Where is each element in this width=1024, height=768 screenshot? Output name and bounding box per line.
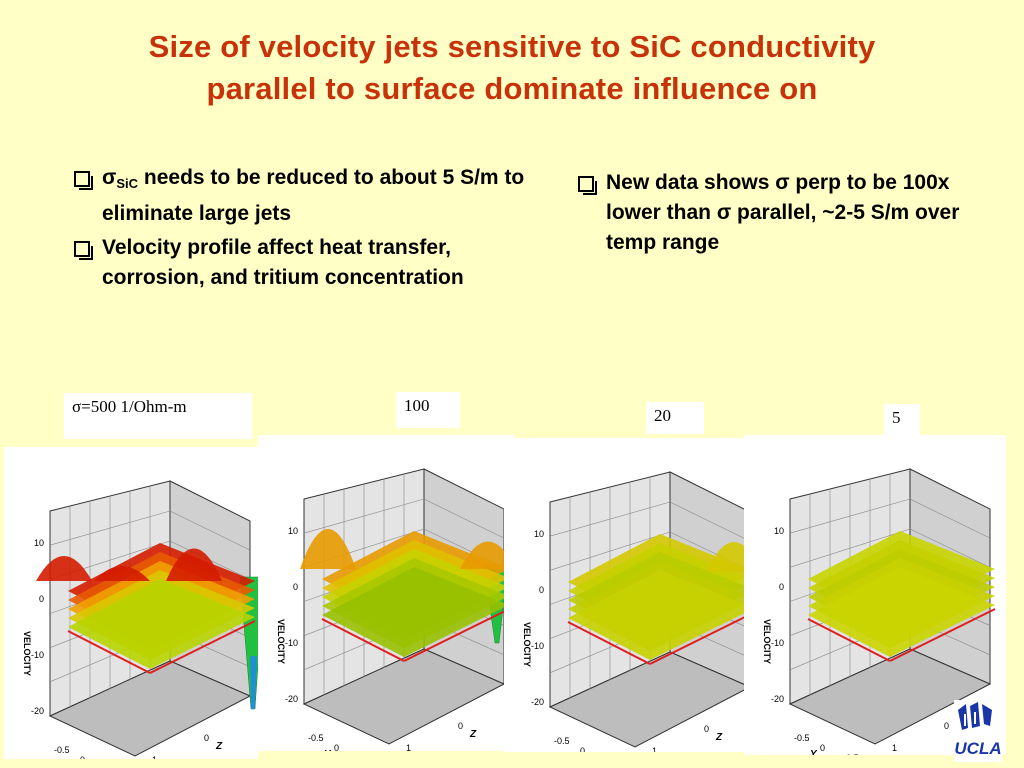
title-line-2: parallel to surface dominate influence o… bbox=[206, 71, 818, 106]
surface-peak bbox=[94, 566, 150, 581]
plot-label-100: 100 bbox=[396, 392, 460, 428]
z-tick-label: -10 bbox=[771, 638, 784, 648]
ucla-logo-icon: UCLA bbox=[954, 700, 1002, 762]
plot-label-500: σ=500 1/Ohm-m bbox=[64, 393, 252, 439]
y-axis-title: Y bbox=[324, 749, 332, 751]
surface-edge bbox=[649, 611, 756, 665]
surface-peak bbox=[460, 541, 514, 569]
slide-title: Size of velocity jets sensitive to SiC c… bbox=[0, 26, 1024, 110]
x-axis-title: Z bbox=[215, 741, 223, 752]
z-tick-label: -10 bbox=[531, 641, 544, 651]
plot-label-5: 5 bbox=[884, 404, 920, 436]
y-tick-label: -0.5 bbox=[54, 745, 70, 755]
z-axis-title: VELOCITY bbox=[762, 619, 772, 664]
x-tick-label: 0 bbox=[458, 721, 463, 731]
surface-edge bbox=[67, 630, 151, 674]
z-tick-label: -10 bbox=[31, 650, 44, 660]
z-tick-label: -10 bbox=[285, 638, 298, 648]
surface-peak bbox=[36, 556, 92, 581]
x-tick-label: 1 bbox=[406, 743, 411, 751]
surface-band bbox=[568, 570, 755, 660]
bullet-text: needs to be reduced to about 5 S/m to el… bbox=[102, 166, 525, 225]
z-tick-label: 10 bbox=[534, 529, 544, 539]
y-tick-label: 0 bbox=[580, 746, 585, 752]
grid-line bbox=[169, 510, 251, 551]
y-axis-title: Y bbox=[810, 749, 818, 755]
x-tick-label: 1 bbox=[152, 755, 157, 759]
x-axis-title: Z bbox=[469, 729, 477, 740]
checkbox-bullet-icon bbox=[74, 171, 93, 190]
z-tick-label: 0 bbox=[539, 585, 544, 595]
z-tick-label: 0 bbox=[779, 582, 784, 592]
velocity-jet-tip bbox=[250, 656, 257, 709]
surface-band bbox=[808, 567, 995, 657]
z-tick-label: -20 bbox=[31, 706, 44, 716]
bullet-text: New data shows σ perp to be 100x lower t… bbox=[606, 171, 960, 254]
surface-peak bbox=[166, 548, 222, 581]
y-tick-label: 0 bbox=[820, 743, 825, 753]
ucla-logo: UCLA bbox=[954, 700, 1002, 762]
surface-edge bbox=[567, 621, 651, 665]
z-tick-label: -20 bbox=[531, 697, 544, 707]
surface-peak bbox=[300, 529, 356, 569]
grid-line bbox=[909, 498, 991, 539]
grid-line bbox=[423, 498, 505, 539]
z-axis-title: VELOCITY bbox=[276, 619, 286, 664]
z-tick-label: -20 bbox=[285, 694, 298, 704]
surface-band bbox=[68, 579, 255, 669]
y-tick-label: 0 bbox=[80, 755, 85, 759]
sigma-symbol: σ bbox=[102, 166, 117, 189]
grid-line bbox=[909, 528, 991, 568]
surface-edge bbox=[403, 608, 510, 662]
x-tick-label: 0 bbox=[704, 724, 709, 734]
grid-line bbox=[669, 501, 751, 542]
y-tick-label: -0.5 bbox=[554, 736, 570, 746]
surface-band bbox=[322, 567, 509, 657]
y-tick-label: -0.5 bbox=[308, 733, 324, 743]
x-tick-label: 0 bbox=[944, 721, 949, 731]
surface-edge bbox=[807, 618, 891, 662]
x-tick-label: 1 bbox=[652, 746, 657, 752]
x-tick-label: 0 bbox=[204, 733, 209, 743]
checkbox-bullet-icon bbox=[74, 241, 93, 260]
y-tick-label: -0.5 bbox=[794, 733, 810, 743]
z-tick-label: 10 bbox=[34, 538, 44, 548]
surface-edge bbox=[889, 608, 996, 662]
x-axis-title: Z bbox=[715, 732, 723, 743]
z-tick-label: 10 bbox=[774, 526, 784, 536]
bullet-item: Velocity profile affect heat transfer, c… bbox=[72, 233, 542, 293]
right-bullet-list: New data shows σ perp to be 100x lower t… bbox=[576, 168, 976, 262]
z-tick-label: -20 bbox=[771, 694, 784, 704]
z-axis-title: VELOCITY bbox=[22, 631, 32, 676]
bullet-text: Velocity profile affect heat transfer, c… bbox=[102, 236, 464, 289]
logo-text: UCLA bbox=[954, 739, 1001, 758]
checkbox-bullet-icon bbox=[578, 176, 597, 195]
z-tick-label: 10 bbox=[288, 526, 298, 536]
surface-edge bbox=[321, 618, 405, 662]
x-tick-label: 1 bbox=[892, 743, 897, 753]
title-line-1: Size of velocity jets sensitive to SiC c… bbox=[148, 29, 876, 64]
plot-label-20: 20 bbox=[646, 402, 704, 434]
bullet-item: σSiC needs to be reduced to about 5 S/m … bbox=[72, 163, 542, 229]
sigma-subscript: SiC bbox=[116, 176, 139, 191]
z-tick-label: 0 bbox=[293, 582, 298, 592]
left-bullet-list: σSiC needs to be reduced to about 5 S/m … bbox=[72, 163, 542, 297]
z-axis-title: VELOCITY bbox=[522, 622, 532, 667]
surface-edge bbox=[149, 620, 256, 674]
bullet-item: New data shows σ perp to be 100x lower t… bbox=[576, 168, 976, 258]
z-tick-label: 0 bbox=[39, 594, 44, 604]
y-tick-label: 0.5 bbox=[846, 753, 859, 755]
y-tick-label: 0 bbox=[334, 743, 339, 751]
